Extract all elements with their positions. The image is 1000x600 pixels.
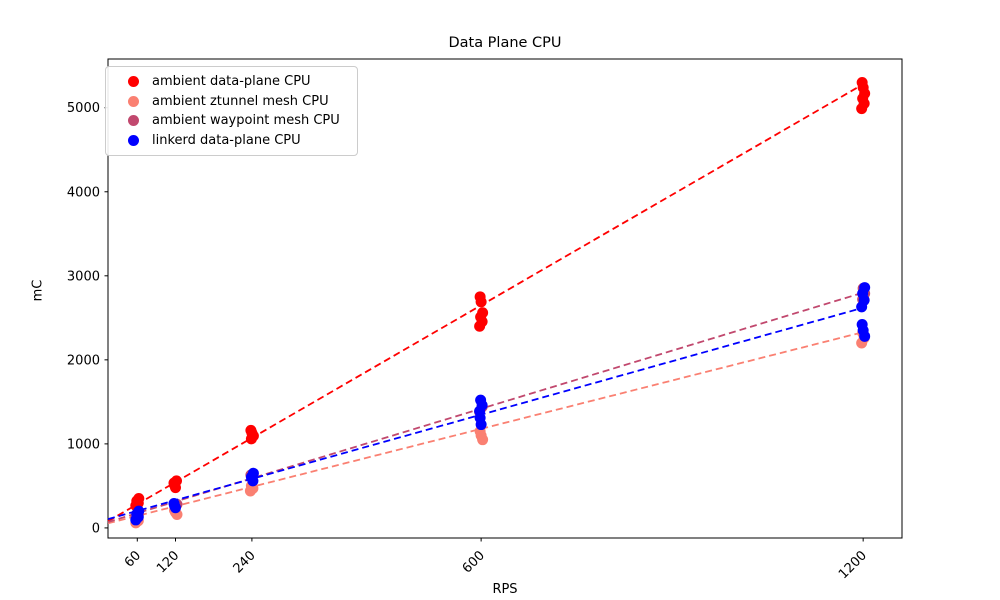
y-tick-label: 5000 (67, 101, 100, 116)
data-point (859, 282, 871, 294)
legend-marker-icon (128, 95, 139, 107)
chart-title: Data Plane CPU (448, 35, 562, 51)
x-tick-label: 600 (460, 548, 488, 576)
data-point (170, 475, 182, 487)
y-tick-label: 3000 (67, 269, 100, 284)
legend-item: ambient data-plane CPU (116, 74, 347, 89)
trend-line-0 (107, 83, 864, 522)
data-point (247, 467, 259, 479)
y-tick-label: 4000 (67, 185, 100, 200)
data-point (474, 291, 486, 303)
legend-marker-icon (128, 76, 139, 88)
legend-item-label: ambient waypoint mesh CPU (152, 113, 340, 129)
data-point (133, 493, 145, 505)
y-tick-label: 1000 (67, 437, 100, 452)
legend: ambient data-plane CPU ambient ztunnel m… (105, 66, 358, 156)
x-tick-label: 60 (122, 548, 144, 570)
x-tick-label: 240 (231, 548, 259, 576)
legend-item: ambient ztunnel mesh CPU (116, 94, 347, 109)
data-point (477, 307, 489, 319)
y-tick-label: 0 (92, 521, 100, 536)
data-point (856, 77, 868, 89)
legend-item-label: ambient ztunnel mesh CPU (152, 93, 329, 109)
data-point (245, 424, 257, 436)
legend-item-label: ambient data-plane CPU (152, 74, 311, 90)
x-axis-label: RPS (492, 582, 518, 597)
data-point (168, 498, 180, 510)
legend-item-label: linkerd data-plane CPU (152, 132, 301, 148)
data-point (133, 505, 145, 517)
y-axis-label: mC (30, 279, 46, 302)
legend-marker-icon (128, 134, 139, 146)
legend-marker-icon (128, 115, 139, 127)
x-tick-label: 120 (154, 548, 182, 576)
x-tick-label: 1200 (836, 548, 870, 582)
legend-item: ambient waypoint mesh CPU (116, 113, 347, 128)
data-point (856, 319, 868, 331)
plot-border (107, 58, 903, 539)
data-point (475, 394, 487, 406)
legend-item: linkerd data-plane CPU (116, 133, 347, 148)
trend-line-3 (107, 306, 864, 520)
y-tick-label: 2000 (67, 353, 100, 368)
